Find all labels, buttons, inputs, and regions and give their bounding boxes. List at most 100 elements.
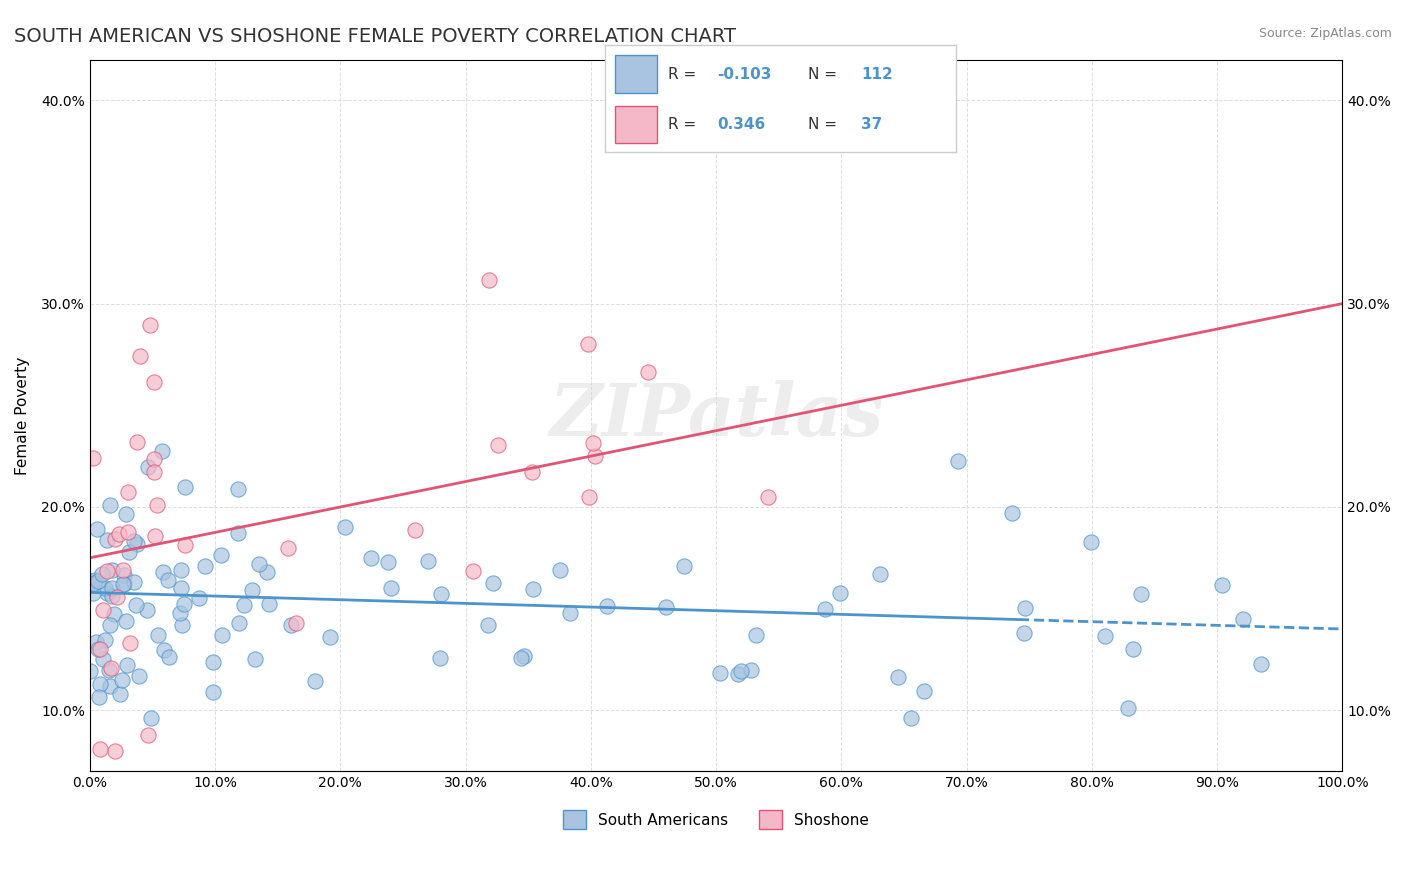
Point	[115, 507, 138, 521]
Point	[673, 558, 696, 573]
Point	[115, 614, 138, 628]
Point	[226, 525, 249, 540]
Point	[111, 563, 134, 577]
Point	[153, 643, 176, 657]
Point	[143, 375, 166, 389]
Point	[232, 598, 254, 612]
Point	[256, 566, 278, 580]
Point	[596, 599, 619, 613]
Point	[86, 574, 108, 588]
Point	[104, 532, 127, 546]
Point	[1001, 506, 1024, 520]
Point	[912, 684, 935, 698]
Legend: South Americans, Shoshone: South Americans, Shoshone	[557, 804, 875, 835]
Point	[830, 586, 852, 600]
Point	[946, 454, 969, 468]
Point	[477, 618, 499, 632]
Point	[478, 272, 501, 286]
Point	[136, 728, 159, 742]
Point	[104, 744, 127, 758]
Point	[582, 435, 605, 450]
Point	[173, 597, 195, 611]
Point	[655, 599, 678, 614]
Point	[583, 449, 606, 463]
Point	[82, 451, 104, 466]
Point	[136, 459, 159, 474]
Point	[124, 534, 146, 549]
Point	[522, 465, 544, 479]
Point	[96, 564, 118, 578]
Point	[97, 664, 120, 678]
Point	[730, 665, 752, 679]
Point	[869, 566, 891, 581]
Point	[143, 529, 166, 543]
Point	[118, 545, 141, 559]
Point	[727, 666, 749, 681]
Point	[1014, 601, 1036, 615]
Point	[89, 677, 111, 691]
Point	[135, 603, 157, 617]
Point	[94, 633, 117, 648]
Point	[118, 636, 141, 650]
Point	[814, 602, 837, 616]
Point	[125, 537, 148, 551]
Point	[404, 523, 426, 537]
Point	[1122, 641, 1144, 656]
Text: ZIPatlas: ZIPatlas	[548, 380, 883, 451]
Point	[194, 559, 217, 574]
Point	[83, 575, 105, 590]
Point	[1012, 626, 1035, 640]
Point	[377, 555, 399, 569]
Point	[86, 522, 108, 536]
Text: N =: N =	[808, 67, 842, 82]
Point	[139, 710, 162, 724]
Point	[1094, 629, 1116, 643]
Text: SOUTH AMERICAN VS SHOSHONE FEMALE POVERTY CORRELATION CHART: SOUTH AMERICAN VS SHOSHONE FEMALE POVERT…	[14, 27, 737, 45]
Point	[187, 591, 209, 605]
Point	[146, 498, 169, 512]
Point	[100, 581, 122, 595]
Text: -0.103: -0.103	[717, 67, 772, 82]
Text: 0.346: 0.346	[717, 118, 765, 132]
Point	[157, 650, 180, 665]
Point	[170, 581, 193, 595]
Point	[1116, 701, 1139, 715]
Point	[209, 548, 232, 562]
Point	[709, 665, 731, 680]
Point	[91, 652, 114, 666]
Point	[169, 606, 191, 620]
Point	[89, 742, 111, 756]
Point	[80, 574, 103, 588]
Point	[101, 589, 124, 603]
Point	[202, 685, 225, 699]
Point	[150, 443, 173, 458]
Point	[257, 597, 280, 611]
Point	[96, 586, 118, 600]
Point	[94, 582, 117, 596]
Point	[1130, 587, 1153, 601]
Point	[112, 568, 135, 582]
Point	[744, 628, 766, 642]
Point	[83, 574, 105, 588]
Point	[111, 577, 134, 591]
Point	[101, 563, 124, 577]
Point	[127, 435, 149, 450]
FancyBboxPatch shape	[616, 55, 658, 93]
Point	[110, 673, 132, 687]
FancyBboxPatch shape	[616, 105, 658, 143]
Point	[277, 541, 299, 555]
Text: R =: R =	[668, 118, 702, 132]
Point	[482, 575, 505, 590]
Point	[380, 581, 402, 595]
Point	[228, 615, 250, 630]
Point	[226, 483, 249, 497]
Point	[138, 318, 160, 333]
Point	[128, 668, 150, 682]
Point	[1211, 578, 1233, 592]
Text: N =: N =	[808, 118, 842, 132]
Point	[98, 498, 121, 512]
Point	[98, 678, 121, 692]
Text: Source: ZipAtlas.com: Source: ZipAtlas.com	[1258, 27, 1392, 40]
Point	[284, 616, 307, 631]
Point	[245, 652, 267, 666]
